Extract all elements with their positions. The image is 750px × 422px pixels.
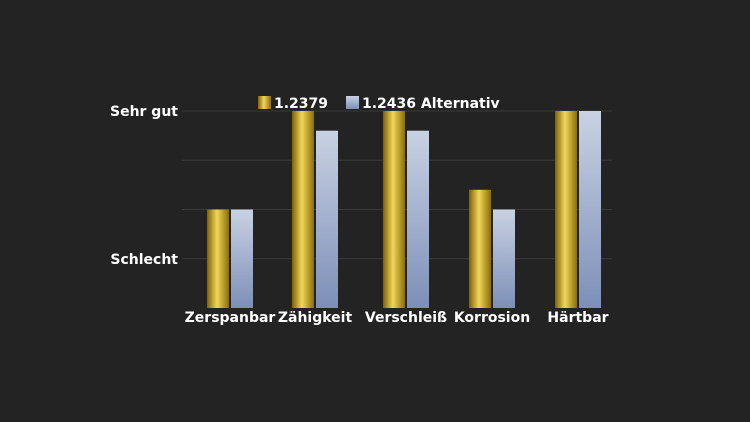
category-label: Korrosion: [454, 310, 530, 326]
category-label: Zerspanbar: [185, 310, 276, 326]
legend: 1.2379 1.2436 Alternativ: [258, 96, 500, 112]
bars: [207, 111, 601, 308]
bar-series1: [555, 111, 577, 308]
bar-series1: [469, 189, 491, 308]
legend-swatch: [346, 96, 359, 109]
y-tick-label: Sehr gut: [110, 104, 178, 120]
legend-label: 1.2436 Alternativ: [362, 96, 500, 112]
category-label: Zähigkeit: [278, 310, 353, 326]
bar-series2: [493, 209, 515, 308]
bar-series2: [316, 130, 338, 308]
bar-series2: [231, 209, 253, 308]
bar-series2: [579, 111, 601, 308]
x-axis-labels: Zerspanbar Zähigkeit Verschleiß Korrosion Hä…: [185, 310, 609, 326]
category-label: Verschleiß: [365, 310, 447, 326]
category-label: Härtbar: [547, 310, 608, 326]
y-tick-label: Schlecht: [110, 252, 178, 268]
legend-swatch: [258, 96, 271, 109]
bar-series1: [292, 111, 314, 308]
bar-series2: [407, 130, 429, 308]
bar-series1: [383, 111, 405, 308]
bar-series1: [207, 209, 229, 308]
y-axis-ticks: Sehr gut Schlecht: [110, 104, 178, 268]
legend-label: 1.2379: [274, 96, 328, 112]
